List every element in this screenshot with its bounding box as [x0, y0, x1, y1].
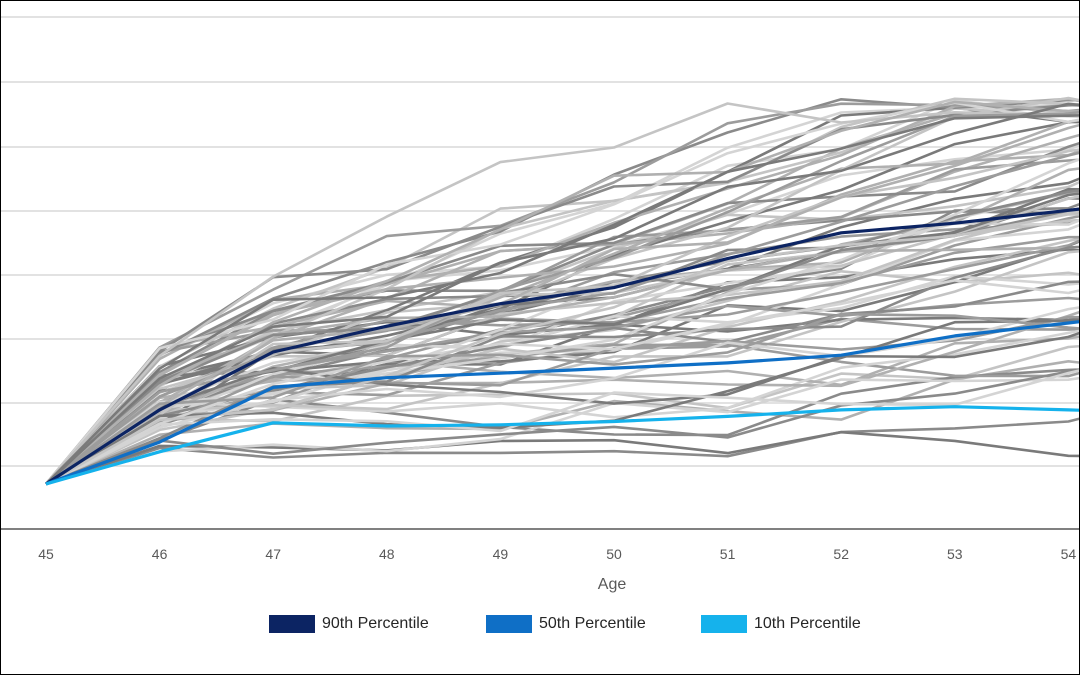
legend-item-90th: 90th Percentile — [269, 615, 429, 633]
simulation-path — [45, 213, 1079, 486]
simulation-path — [45, 245, 1079, 485]
x-tick-label: 49 — [493, 546, 509, 562]
simulation-path — [45, 101, 1079, 485]
series-line-90th — [45, 207, 1079, 486]
simulation-path — [45, 417, 1079, 486]
simulation-path — [45, 245, 1079, 486]
simulation-path — [45, 102, 1079, 485]
legend-label-10th: 10th Percentile — [754, 615, 861, 632]
x-tick-label: 45 — [38, 546, 54, 562]
simulation-path — [45, 369, 1079, 486]
x-tick-label: 51 — [720, 546, 736, 562]
legend-item-50th: 50th Percentile — [486, 615, 646, 633]
x-tick-label: 52 — [833, 546, 849, 562]
simulation-path — [45, 119, 1079, 485]
simulation-path — [45, 141, 1079, 485]
x-tick-label: 50 — [606, 546, 622, 562]
series-line-50th — [45, 320, 1079, 486]
legend-swatch-90th — [269, 615, 315, 633]
legend-swatch-10th — [701, 615, 747, 633]
legend-label-50th: 50th Percentile — [539, 615, 646, 632]
simulation-path — [45, 312, 1079, 486]
legend-item-10th: 10th Percentile — [701, 615, 861, 633]
x-tick-label: 46 — [152, 546, 168, 562]
simulation-path — [45, 237, 1079, 486]
simulation-path — [45, 368, 1079, 486]
series-line-10th — [45, 405, 1079, 486]
legend-swatch-50th — [486, 615, 532, 633]
x-tick-labels: 45 46 47 48 49 50 51 52 53 54 — [38, 546, 1076, 562]
percentile-lines — [45, 207, 1079, 486]
simulation-path — [45, 331, 1079, 486]
simulation-path — [45, 123, 1079, 486]
simulation-paths — [45, 96, 1079, 486]
simulation-path — [45, 113, 1079, 485]
x-axis-title: Age — [598, 576, 627, 593]
x-tick-label: 54 — [1061, 546, 1077, 562]
legend: 90th Percentile 50th Percentile 10th Per… — [1, 615, 1079, 645]
simulation-path — [45, 306, 1079, 486]
x-tick-label: 48 — [379, 546, 395, 562]
legend-label-90th: 90th Percentile — [322, 615, 429, 632]
simulation-path — [45, 151, 1079, 486]
simulation-path — [45, 279, 1079, 486]
x-tick-label: 53 — [947, 546, 963, 562]
simulation-path — [45, 110, 1079, 486]
simulation-path — [45, 102, 1079, 485]
simulation-path — [45, 102, 1079, 485]
x-tick-label: 47 — [265, 546, 281, 562]
simulation-path — [45, 149, 1079, 485]
